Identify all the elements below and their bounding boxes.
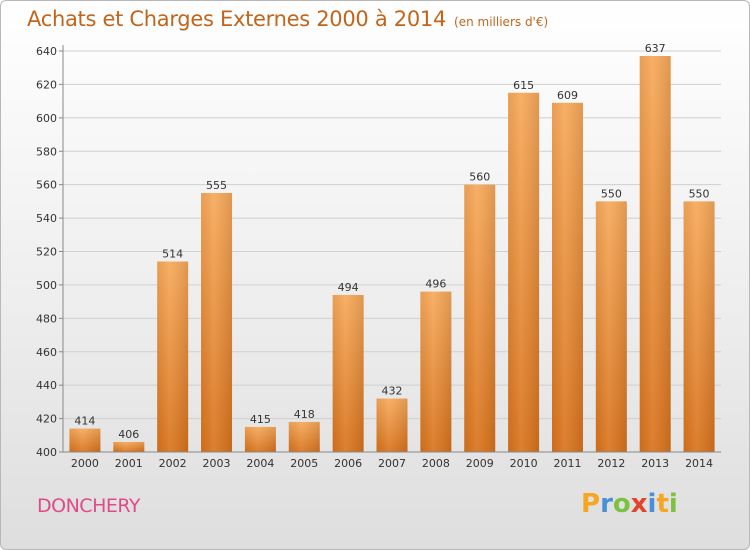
logo-letter: i bbox=[668, 489, 678, 519]
x-axis-ticks: 2000 2001 2002 2003 2004 2005 2006 2007 2008 2009… bbox=[71, 457, 713, 470]
x-tick-label: 2001 bbox=[115, 457, 143, 470]
data-label: 432 bbox=[382, 385, 403, 398]
bar-shade bbox=[420, 291, 452, 452]
data-label: 550 bbox=[689, 187, 710, 200]
bar-shade bbox=[551, 102, 583, 452]
x-tick-label: 2010 bbox=[510, 457, 538, 470]
data-label: 555 bbox=[206, 179, 227, 192]
y-tick-label: 560 bbox=[36, 179, 57, 192]
logo-letter: x bbox=[630, 489, 648, 519]
bars: 414 406 514 555 415 418 494 432 496 560 615 609 550 6… bbox=[69, 42, 715, 453]
data-label: 494 bbox=[338, 281, 359, 294]
data-label: 415 bbox=[250, 413, 271, 426]
y-axis-ticks: 400 420 440 460 480 500 520 540 560 580 600 620 640 bbox=[36, 45, 63, 459]
y-tick-label: 520 bbox=[36, 246, 57, 259]
x-tick-label: 2002 bbox=[159, 457, 187, 470]
x-tick-label: 2007 bbox=[378, 457, 406, 470]
bar-shade bbox=[157, 261, 189, 452]
data-label: 615 bbox=[513, 79, 534, 92]
y-tick-label: 600 bbox=[36, 112, 57, 125]
bar-shade bbox=[683, 201, 715, 452]
x-tick-label: 2014 bbox=[685, 457, 713, 470]
bar-shade bbox=[464, 184, 496, 452]
data-label: 414 bbox=[74, 415, 95, 428]
x-tick-label: 2005 bbox=[290, 457, 318, 470]
logo-letter: r bbox=[600, 489, 613, 519]
y-tick-label: 580 bbox=[36, 145, 57, 158]
y-tick-label: 640 bbox=[36, 45, 57, 58]
y-tick-label: 400 bbox=[36, 446, 57, 459]
data-label: 560 bbox=[469, 171, 490, 184]
y-tick-label: 460 bbox=[36, 346, 57, 359]
x-tick-label: 2000 bbox=[71, 457, 99, 470]
bar-shade bbox=[639, 56, 671, 452]
y-tick-label: 620 bbox=[36, 78, 57, 91]
proxiti-logo: Proxiti bbox=[581, 489, 678, 519]
x-tick-label: 2006 bbox=[334, 457, 362, 470]
x-tick-label: 2012 bbox=[597, 457, 625, 470]
y-tick-label: 440 bbox=[36, 379, 57, 392]
y-tick-label: 500 bbox=[36, 279, 57, 292]
x-tick-label: 2011 bbox=[553, 457, 581, 470]
bar-shade bbox=[595, 201, 627, 452]
logo-letter: o bbox=[612, 489, 631, 519]
y-tick-label: 540 bbox=[36, 212, 57, 225]
y-tick-label: 480 bbox=[36, 312, 57, 325]
data-label: 418 bbox=[294, 408, 315, 421]
data-label: 550 bbox=[601, 187, 622, 200]
x-tick-label: 2004 bbox=[246, 457, 274, 470]
bar-shade bbox=[508, 92, 540, 452]
chart-unit: (en milliers d'€) bbox=[454, 15, 549, 29]
x-tick-label: 2013 bbox=[641, 457, 669, 470]
logo-letter: t bbox=[656, 489, 669, 519]
x-tick-label: 2003 bbox=[203, 457, 231, 470]
x-tick-label: 2008 bbox=[422, 457, 450, 470]
logo-letter: P bbox=[581, 489, 601, 519]
city-name: DONCHERY bbox=[37, 495, 140, 517]
data-label: 609 bbox=[557, 89, 578, 102]
y-tick-label: 420 bbox=[36, 413, 57, 426]
data-label: 514 bbox=[162, 248, 183, 261]
data-label: 637 bbox=[645, 42, 666, 55]
bar-shade bbox=[113, 441, 145, 452]
chart-title: Achats et Charges Externes 2000 à 2014 (e… bbox=[27, 7, 548, 31]
data-label: 406 bbox=[118, 428, 139, 441]
bar-shade bbox=[69, 428, 101, 452]
chart-title-text: Achats et Charges Externes 2000 à 2014 bbox=[27, 7, 447, 31]
bar-shade bbox=[244, 426, 276, 452]
bar-shade bbox=[332, 294, 364, 452]
bar-shade bbox=[201, 193, 233, 453]
logo-letter: i bbox=[647, 489, 657, 519]
data-label: 496 bbox=[425, 278, 446, 291]
bar-shade bbox=[376, 398, 408, 452]
x-tick-label: 2009 bbox=[466, 457, 494, 470]
bar-shade bbox=[288, 421, 320, 452]
